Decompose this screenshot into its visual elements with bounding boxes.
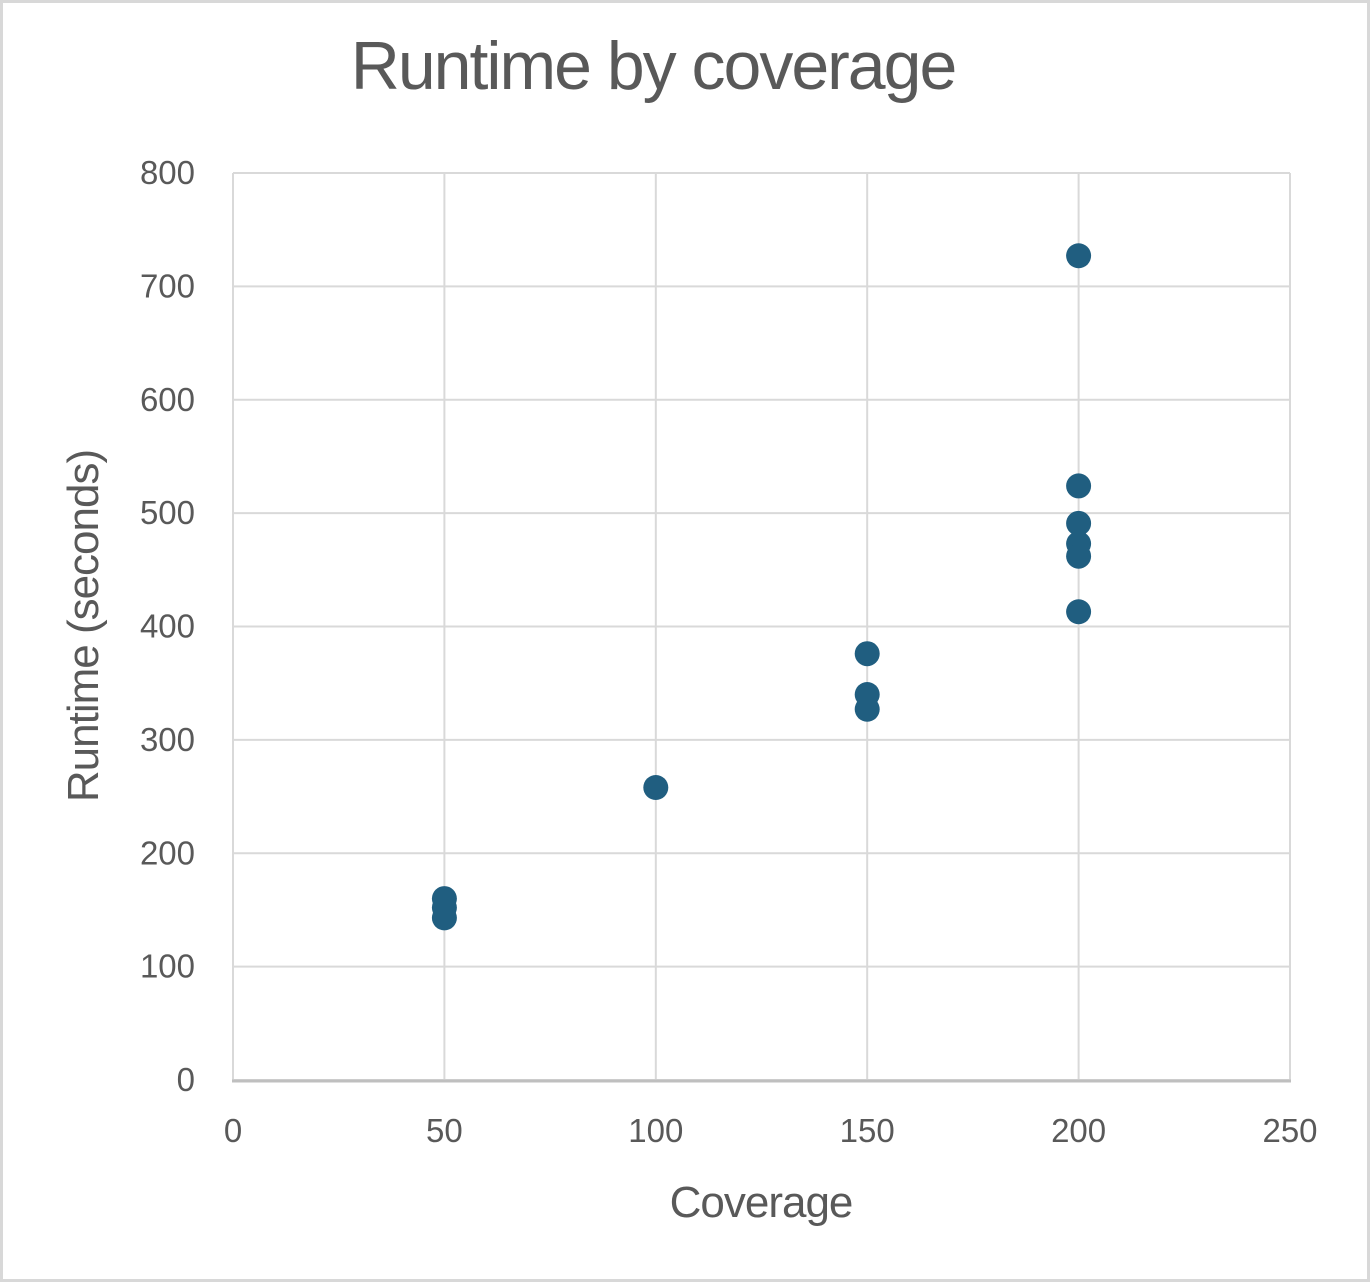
y-axis-title: Runtime (seconds) [59, 450, 108, 802]
x-tick-label: 200 [1051, 1112, 1106, 1149]
chart-title: Runtime by coverage [350, 28, 958, 104]
x-tick-label: 150 [840, 1112, 895, 1149]
y-tick-label: 600 [140, 381, 195, 418]
y-tick-label: 800 [140, 154, 195, 191]
data-point [643, 774, 669, 800]
data-point [1066, 243, 1092, 269]
data-point [1066, 543, 1092, 569]
x-axis-title: Coverage [670, 1178, 853, 1227]
y-tick-label: 300 [140, 721, 195, 758]
data-point [1066, 599, 1092, 625]
x-tick-label: 250 [1262, 1112, 1317, 1149]
x-tick-label: 100 [628, 1112, 683, 1149]
x-tick-label: 50 [426, 1112, 463, 1149]
data-point [854, 641, 880, 667]
y-tick-label: 700 [140, 267, 195, 304]
data-point [1066, 510, 1092, 536]
x-tick-label: 0 [224, 1112, 242, 1149]
data-point [431, 905, 457, 931]
data-point [1066, 473, 1092, 499]
scatter-plot: 0 50 100 150 200 250 0 100 200 300 400 500 600 700 800… [59, 154, 1318, 1227]
y-tick-label: 100 [140, 948, 195, 985]
y-tick-label: 400 [140, 608, 195, 645]
y-tick-label: 0 [177, 1061, 195, 1098]
y-tick-label: 200 [140, 834, 195, 871]
data-point [854, 696, 880, 722]
y-tick-label: 500 [140, 494, 195, 531]
